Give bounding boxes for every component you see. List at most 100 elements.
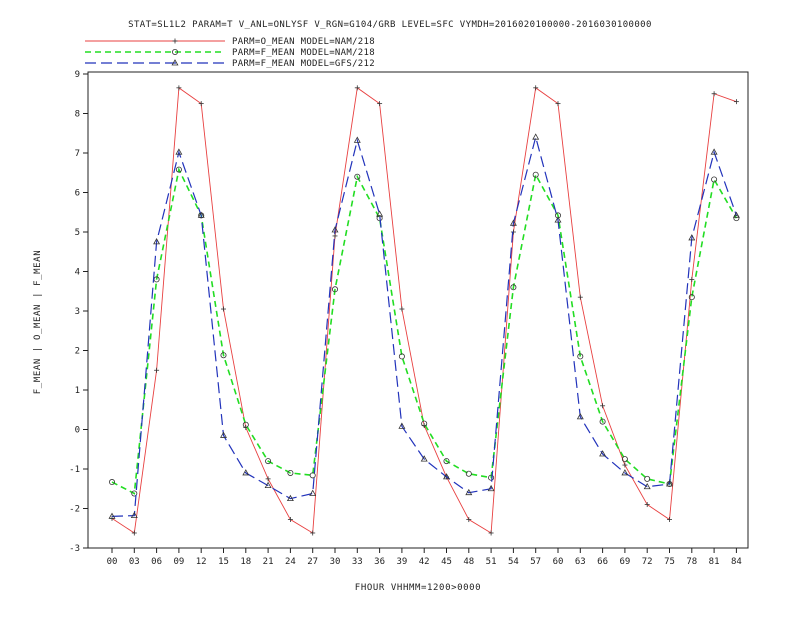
data-point xyxy=(109,479,116,486)
data-point xyxy=(555,101,561,107)
y-tick-label: 6 xyxy=(75,189,80,199)
y-tick-label: -3 xyxy=(69,544,80,554)
data-point xyxy=(621,469,629,476)
x-tick-label: 75 xyxy=(664,557,675,567)
data-point xyxy=(688,234,696,241)
x-tick-label: 81 xyxy=(709,557,720,567)
x-tick-label: 45 xyxy=(441,557,452,567)
x-tick-label: 33 xyxy=(352,557,363,567)
y-tick-label: 1 xyxy=(75,386,80,396)
data-point xyxy=(354,85,360,91)
data-point xyxy=(554,216,562,223)
legend-marker-symbol xyxy=(171,49,178,56)
series-2 xyxy=(109,166,740,497)
data-point xyxy=(488,474,495,481)
legend-marker-symbol xyxy=(172,38,178,44)
plot-frame xyxy=(87,71,749,549)
x-tick-label: 12 xyxy=(196,557,207,567)
data-point xyxy=(465,470,472,477)
data-point xyxy=(622,462,628,468)
x-axis-label: FHOUR VHHMM=1200>0000 xyxy=(355,583,481,593)
x-tick-label: 57 xyxy=(530,557,541,567)
legend-marker-f-mean-gfs xyxy=(171,59,179,66)
data-point xyxy=(309,489,317,496)
x-tick-label: 18 xyxy=(240,557,251,567)
y-tick-label: 5 xyxy=(75,228,80,238)
data-point xyxy=(420,455,428,462)
data-point xyxy=(220,431,227,438)
x-axis: 00 03 06 09 12 15 18 21 24 27 30 33 36 39 42 45 48 51 54 57… xyxy=(107,548,742,567)
data-point xyxy=(377,101,383,107)
data-point xyxy=(197,211,205,218)
data-point xyxy=(376,215,383,222)
x-tick-label: 66 xyxy=(597,557,608,567)
data-point xyxy=(108,512,116,519)
legend-marker-symbol xyxy=(171,59,179,66)
x-tick-label: 09 xyxy=(173,557,184,567)
data-point xyxy=(533,85,539,91)
x-tick-label: 03 xyxy=(129,557,140,567)
series-layer xyxy=(108,85,740,536)
x-tick-label: 15 xyxy=(218,557,229,567)
data-point xyxy=(576,413,584,420)
data-point xyxy=(131,530,137,536)
series-3 xyxy=(108,133,740,519)
data-point xyxy=(130,511,138,519)
data-point xyxy=(443,458,450,465)
data-point xyxy=(621,456,628,463)
x-tick-label: 72 xyxy=(642,557,653,567)
legend-label-f-mean-nam: PARM=F_MEAN MODEL=NAM/218 xyxy=(232,48,375,58)
data-point xyxy=(175,148,183,155)
data-point xyxy=(264,481,272,488)
x-tick-label: 21 xyxy=(263,557,274,567)
data-point xyxy=(331,226,339,233)
x-tick-label: 48 xyxy=(463,557,474,567)
legend-entry-o-mean-nam: PARM=O_MEAN MODEL=NAM/218 xyxy=(85,37,375,47)
x-tick-label: 00 xyxy=(107,557,118,567)
chart-title: STAT=SL1L2 PARAM=T V_ANL=ONLYSF V_RGN=G1… xyxy=(128,20,652,30)
data-point xyxy=(510,284,517,291)
data-point xyxy=(310,530,316,536)
data-point xyxy=(688,294,695,301)
data-point xyxy=(666,480,673,487)
x-tick-label: 39 xyxy=(396,557,407,567)
y-tick-label: 4 xyxy=(75,268,80,278)
x-tick-label: 78 xyxy=(686,557,697,567)
data-point xyxy=(221,306,226,312)
y-axis-label: F_MEAN | O_MEAN | F_MEAN xyxy=(33,250,43,394)
y-tick-label: -1 xyxy=(69,465,80,475)
data-point xyxy=(332,233,338,239)
data-point xyxy=(711,91,717,97)
data-point xyxy=(509,219,517,226)
legend-marker-o-mean-nam xyxy=(172,38,178,44)
x-tick-label: 60 xyxy=(553,557,564,567)
data-point xyxy=(398,353,405,360)
y-tick-label: 3 xyxy=(75,307,80,317)
data-point xyxy=(443,473,450,480)
data-point xyxy=(577,353,584,360)
x-tick-label: 42 xyxy=(419,557,430,567)
data-point xyxy=(644,502,650,508)
x-tick-label: 27 xyxy=(307,557,318,567)
x-tick-label: 54 xyxy=(508,557,519,567)
legend-entry-f-mean-nam: PARM=F_MEAN MODEL=NAM/218 xyxy=(85,48,375,58)
legend-entry-f-mean-gfs: PARM=F_MEAN MODEL=GFS/212 xyxy=(85,59,375,69)
data-point xyxy=(376,210,384,217)
data-point xyxy=(644,475,651,482)
data-point xyxy=(331,286,338,293)
data-point xyxy=(287,517,293,523)
data-point xyxy=(154,367,160,373)
data-point xyxy=(175,166,182,173)
data-point xyxy=(421,420,428,427)
data-point xyxy=(220,352,227,359)
data-point xyxy=(309,472,316,479)
legend-label-f-mean-gfs: PARM=F_MEAN MODEL=GFS/212 xyxy=(232,59,375,69)
data-point xyxy=(286,494,294,502)
x-tick-label: 30 xyxy=(330,557,341,567)
x-tick-label: 06 xyxy=(151,557,162,567)
x-tick-label: 36 xyxy=(374,557,385,567)
data-point xyxy=(732,211,740,218)
data-point xyxy=(131,490,138,497)
data-point xyxy=(711,176,718,183)
